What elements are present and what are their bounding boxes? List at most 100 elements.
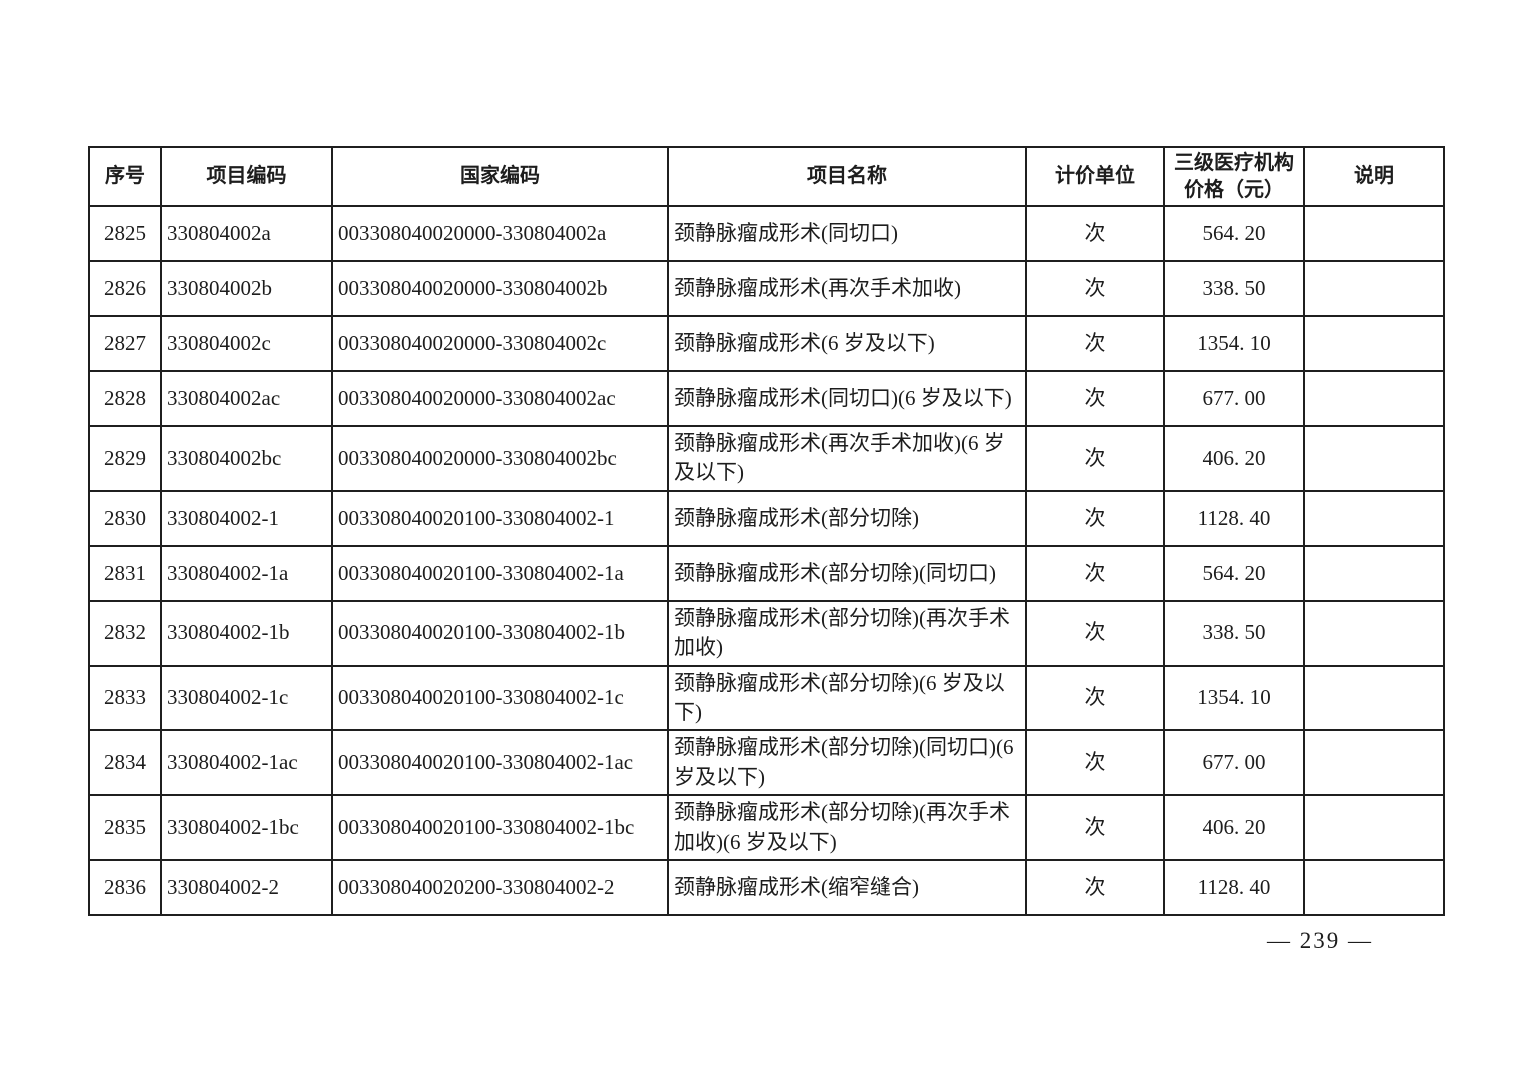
table-row: 2831 330804002-1a 003308040020100-330804…: [88, 544, 1445, 602]
cell-project-name: 颈静脉瘤成形术(部分切除)(同切口)(6 岁及以下): [667, 729, 1027, 797]
col-header-national-code: 国家编码: [331, 146, 669, 207]
page-number: — 239 —: [1267, 928, 1373, 953]
cell-project-code: 330804002ac: [160, 370, 333, 427]
header-row: 序号 项目编码 国家编码 项目名称 计价单位 三级医疗机构价格（元） 说明: [88, 146, 1445, 207]
table-row: 2834 330804002-1ac 003308040020100-33080…: [88, 729, 1445, 797]
cell-seq: 2831: [88, 544, 162, 602]
cell-national-code: 003308040020100-330804002-1a: [331, 544, 669, 602]
cell-unit: 次: [1025, 315, 1165, 372]
cell-project-code: 330804002-1a: [160, 544, 333, 602]
cell-national-code: 003308040020100-330804002-1: [331, 489, 669, 547]
cell-project-name: 颈静脉瘤成形术(再次手术加收)(6 岁及以下): [667, 425, 1027, 492]
cell-unit: 次: [1025, 599, 1165, 667]
cell-price: 564. 20: [1163, 544, 1305, 602]
table-row: 2833 330804002-1c 003308040020100-330804…: [88, 664, 1445, 732]
cell-project-code: 330804002-1: [160, 489, 333, 547]
cell-project-code: 330804002bc: [160, 425, 333, 492]
cell-note: [1303, 260, 1445, 317]
table-row: 2830 330804002-1 003308040020100-3308040…: [88, 489, 1445, 547]
col-header-project-code: 项目编码: [160, 146, 333, 207]
cell-unit: 次: [1025, 794, 1165, 861]
cell-seq: 2826: [88, 260, 162, 317]
col-header-note: 说明: [1303, 146, 1445, 207]
cell-project-name: 颈静脉瘤成形术(6 岁及以下): [667, 315, 1027, 372]
table-row: 2829 330804002bc 003308040020000-3308040…: [88, 425, 1445, 492]
cell-note: [1303, 489, 1445, 547]
cell-seq: 2827: [88, 315, 162, 372]
cell-note: [1303, 544, 1445, 602]
cell-national-code: 003308040020000-330804002a: [331, 205, 669, 262]
cell-project-code: 330804002c: [160, 315, 333, 372]
cell-price: 1128. 40: [1163, 858, 1305, 916]
cell-note: [1303, 729, 1445, 797]
cell-unit: 次: [1025, 858, 1165, 916]
cell-project-name: 颈静脉瘤成形术(部分切除)(6 岁及以下): [667, 664, 1027, 732]
cell-note: [1303, 315, 1445, 372]
table-row: 2828 330804002ac 003308040020000-3308040…: [88, 370, 1445, 427]
cell-seq: 2836: [88, 858, 162, 916]
cell-project-name: 颈静脉瘤成形术(部分切除)(再次手术加收): [667, 599, 1027, 667]
cell-unit: 次: [1025, 664, 1165, 732]
cell-project-code: 330804002-1b: [160, 599, 333, 667]
col-header-price: 三级医疗机构价格（元）: [1163, 146, 1305, 207]
cell-price: 677. 00: [1163, 370, 1305, 427]
cell-price: 338. 50: [1163, 260, 1305, 317]
cell-project-name: 颈静脉瘤成形术(同切口)(6 岁及以下): [667, 370, 1027, 427]
cell-price: 1128. 40: [1163, 489, 1305, 547]
cell-seq: 2834: [88, 729, 162, 797]
cell-price: 677. 00: [1163, 729, 1305, 797]
cell-note: [1303, 370, 1445, 427]
table-row: 2835 330804002-1bc 003308040020100-33080…: [88, 794, 1445, 861]
cell-project-name: 颈静脉瘤成形术(部分切除)(再次手术加收)(6 岁及以下): [667, 794, 1027, 861]
cell-national-code: 003308040020000-330804002ac: [331, 370, 669, 427]
cell-price: 406. 20: [1163, 425, 1305, 492]
cell-project-name: 颈静脉瘤成形术(部分切除)(同切口): [667, 544, 1027, 602]
cell-seq: 2833: [88, 664, 162, 732]
cell-project-code: 330804002-1ac: [160, 729, 333, 797]
table-row: 2832 330804002-1b 003308040020100-330804…: [88, 599, 1445, 667]
cell-project-name: 颈静脉瘤成形术(再次手术加收): [667, 260, 1027, 317]
cell-project-name: 颈静脉瘤成形术(缩窄缝合): [667, 858, 1027, 916]
cell-national-code: 003308040020100-330804002-1b: [331, 599, 669, 667]
cell-project-code: 330804002a: [160, 205, 333, 262]
cell-note: [1303, 599, 1445, 667]
cell-unit: 次: [1025, 425, 1165, 492]
cell-price: 406. 20: [1163, 794, 1305, 861]
cell-price: 1354. 10: [1163, 664, 1305, 732]
table-row: 2826 330804002b 003308040020000-33080400…: [88, 260, 1445, 317]
cell-unit: 次: [1025, 489, 1165, 547]
cell-note: [1303, 858, 1445, 916]
cell-price: 1354. 10: [1163, 315, 1305, 372]
col-header-project-name: 项目名称: [667, 146, 1027, 207]
cell-national-code: 003308040020000-330804002c: [331, 315, 669, 372]
table-header: 序号 项目编码 国家编码 项目名称 计价单位 三级医疗机构价格（元） 说明: [88, 146, 1445, 207]
cell-national-code: 003308040020000-330804002b: [331, 260, 669, 317]
cell-seq: 2828: [88, 370, 162, 427]
cell-unit: 次: [1025, 729, 1165, 797]
cell-project-code: 330804002-1c: [160, 664, 333, 732]
cell-note: [1303, 664, 1445, 732]
table-row: 2825 330804002a 003308040020000-33080400…: [88, 205, 1445, 262]
cell-price: 338. 50: [1163, 599, 1305, 667]
cell-unit: 次: [1025, 205, 1165, 262]
cell-note: [1303, 794, 1445, 861]
cell-project-name: 颈静脉瘤成形术(部分切除): [667, 489, 1027, 547]
cell-seq: 2829: [88, 425, 162, 492]
cell-seq: 2825: [88, 205, 162, 262]
cell-unit: 次: [1025, 544, 1165, 602]
cell-price: 564. 20: [1163, 205, 1305, 262]
col-header-unit: 计价单位: [1025, 146, 1165, 207]
cell-note: [1303, 205, 1445, 262]
cell-project-name: 颈静脉瘤成形术(同切口): [667, 205, 1027, 262]
cell-unit: 次: [1025, 370, 1165, 427]
cell-national-code: 003308040020100-330804002-1ac: [331, 729, 669, 797]
cell-seq: 2830: [88, 489, 162, 547]
cell-project-code: 330804002-1bc: [160, 794, 333, 861]
cell-project-code: 330804002-2: [160, 858, 333, 916]
cell-national-code: 003308040020100-330804002-1c: [331, 664, 669, 732]
table-body: 2825 330804002a 003308040020000-33080400…: [88, 205, 1445, 916]
table-row: 2827 330804002c 003308040020000-33080400…: [88, 315, 1445, 372]
cell-seq: 2835: [88, 794, 162, 861]
cell-note: [1303, 425, 1445, 492]
